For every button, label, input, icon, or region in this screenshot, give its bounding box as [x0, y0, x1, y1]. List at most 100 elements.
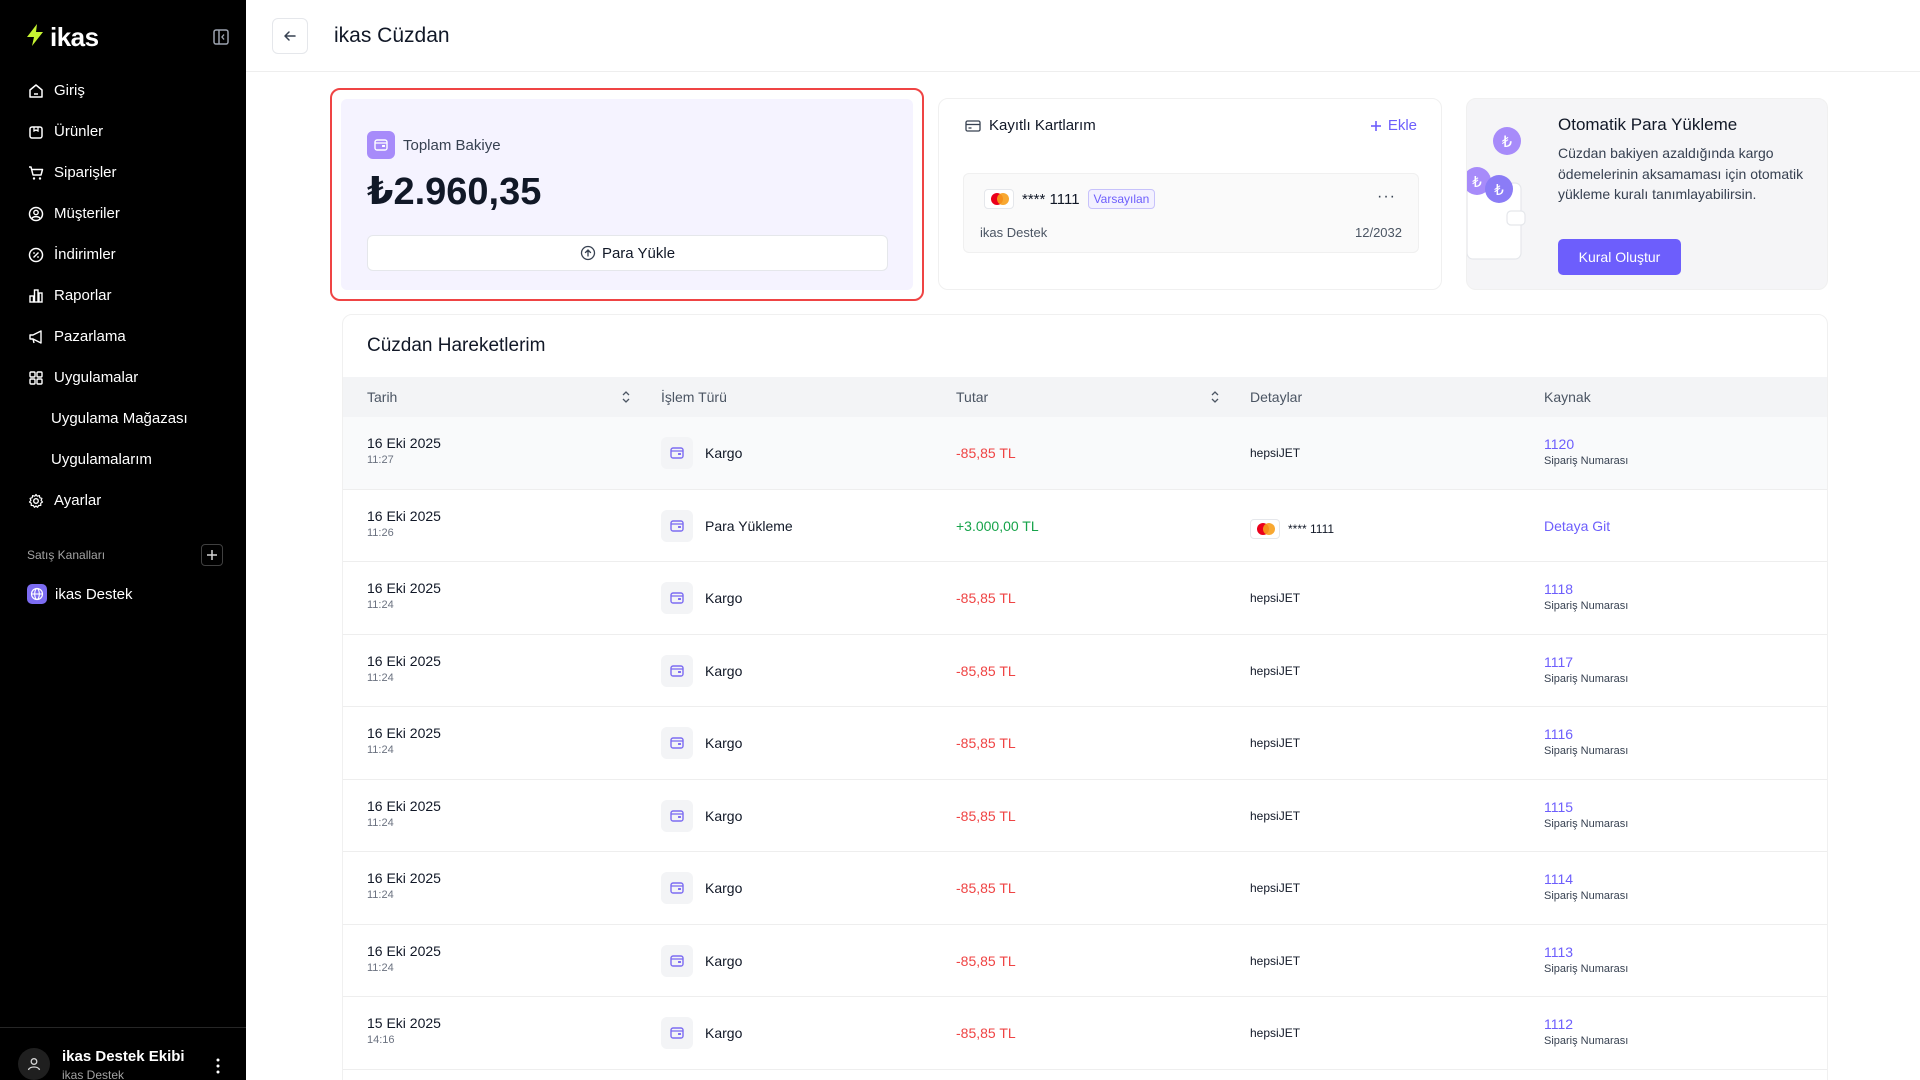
order-number-link[interactable]: 1116 [1544, 726, 1574, 742]
type-cell: Kargo [661, 799, 742, 832]
create-rule-button[interactable]: Kural Oluştur [1558, 239, 1681, 275]
column-header-source: Kaynak [1544, 389, 1591, 405]
add-channel-button[interactable] [201, 544, 223, 566]
sidebar-item-indirimler[interactable]: İndirimler [0, 234, 246, 275]
ikas-logo[interactable]: ikas [24, 22, 99, 53]
date-text: 16 Eki 2025 [367, 507, 441, 524]
wallet-coins-illustration: ₺ ₺ ₺ [1467, 127, 1526, 260]
sidebar-item-urunler[interactable]: Ürünler [0, 111, 246, 152]
avatar [18, 1048, 50, 1080]
more-vertical-icon[interactable] [216, 1058, 220, 1079]
saved-card[interactable]: **** 1111 Varsayılan ··· ikas Destek 12/… [963, 173, 1419, 253]
sidebar-item-siparisler[interactable]: Siparişler [0, 152, 246, 193]
card-more-button[interactable]: ··· [1377, 188, 1396, 205]
bolt-icon [24, 23, 46, 52]
table-row[interactable]: 16 Eki 2025 11:27 Kargo -85,85 TL hepsiJET 11… [343, 417, 1827, 490]
order-number-label: Sipariş Numarası [1544, 817, 1629, 830]
table-row[interactable]: 16 Eki 2025 11:24 Kargo -85,85 TL hepsiJET 11… [343, 925, 1827, 997]
time-text: 11:26 [367, 526, 394, 539]
sidebar-item-uygulamalar[interactable]: Uygulamalar [0, 357, 246, 398]
svg-text:₺: ₺ [1494, 181, 1504, 199]
megaphone-icon [28, 329, 44, 345]
sidebar-item-pazarlama[interactable]: Pazarlama [0, 316, 246, 357]
back-button[interactable] [272, 17, 308, 54]
table-row[interactable]: 16 Eki 2025 11:24 Kargo -85,85 TL hepsiJET 11… [343, 852, 1827, 925]
order-number-link[interactable]: 1113 [1544, 943, 1574, 960]
credit-card-icon [965, 119, 981, 132]
column-header-date[interactable]: Tarih [367, 389, 398, 405]
source-cell: 1117 Sipariş Numarası [1544, 654, 1628, 685]
chart-icon [28, 288, 44, 304]
page-title: ikas Cüzdan [334, 23, 450, 47]
mastercard-icon [1250, 518, 1280, 539]
order-number-label: Sipariş Numarası [1544, 890, 1629, 902]
sidebar-item-ayarlar[interactable]: Ayarlar [0, 480, 246, 521]
globe-icon [27, 584, 47, 604]
time-text: 11:27 [367, 454, 394, 466]
plus-icon [1370, 120, 1381, 131]
table-row[interactable]: 16 Eki 2025 11:24 Kargo -85,85 TL hepsiJET 11… [343, 635, 1827, 707]
sidebar-item-musteriler[interactable]: Müşteriler [0, 193, 246, 234]
sort-icon[interactable] [621, 390, 631, 409]
sidebar-item-uygulama-magazasi[interactable]: Uygulama Mağazası [0, 398, 246, 439]
add-card-label: Ekle [1387, 117, 1417, 134]
sidebar-item-label: Raporlar [54, 287, 112, 304]
home-icon [28, 83, 44, 99]
order-number-link[interactable]: 1118 [1544, 581, 1574, 597]
table-body: 16 Eki 2025 11:27 Kargo -85,85 TL hepsiJET 11… [343, 417, 1827, 1070]
arrow-left-icon [284, 30, 296, 41]
gear-icon [28, 493, 44, 509]
arrow-up-circle-icon [580, 245, 596, 261]
amount-cell: -85,85 TL [956, 662, 1016, 679]
detail-link[interactable]: Detaya Git [1544, 517, 1611, 534]
order-number-link[interactable]: 1120 [1544, 436, 1575, 452]
auto-reload-panel: ₺ ₺ ₺ Otomatik Para Yükleme Cüzdan bakiy… [1466, 98, 1828, 290]
time-text: 11:24 [367, 671, 394, 684]
logo-row: ikas [24, 22, 230, 52]
sales-channels-header: Satış Kanalları [27, 544, 223, 566]
sidebar-item-uygulamalarim[interactable]: Uygulamalarım [0, 439, 246, 480]
sidebar-item-giris[interactable]: Giriş [0, 70, 246, 111]
source-cell: 1112 Sipariş Numarası [1544, 1016, 1628, 1047]
load-money-button[interactable]: Para Yükle [367, 235, 888, 271]
sidebar-item-raporlar[interactable]: Raporlar [0, 275, 246, 316]
date-text: 16 Eki 2025 [367, 652, 441, 669]
user-store: ikas Destek [62, 1068, 125, 1080]
wallet-icon [661, 509, 693, 542]
balance-label: Toplam Bakiye [403, 136, 501, 154]
table-row[interactable]: 15 Eki 2025 14:16 Kargo -85,85 TL hepsiJET 11… [343, 997, 1827, 1070]
order-number-link[interactable]: 1115 [1544, 798, 1574, 815]
order-number-link[interactable]: 1117 [1544, 653, 1574, 670]
table-row[interactable]: 16 Eki 2025 11:24 Kargo -85,85 TL hepsiJET 11… [343, 780, 1827, 852]
channel-item-ikas-destek[interactable]: ikas Destek [27, 584, 133, 604]
column-header-amount[interactable]: Tutar [956, 389, 989, 405]
column-header-type: İşlem Türü [661, 389, 727, 405]
column-header-details: Detaylar [1250, 389, 1303, 405]
svg-text:₺: ₺ [1502, 132, 1512, 151]
add-card-button[interactable]: Ekle [1370, 117, 1417, 134]
type-cell: Para Yükleme [661, 509, 793, 542]
order-number-link[interactable]: 1112 [1544, 1016, 1574, 1032]
balance-label-row: Toplam Bakiye [367, 131, 501, 159]
table-row[interactable]: 16 Eki 2025 11:24 Kargo -85,85 TL hepsiJET 11… [343, 707, 1827, 780]
user-menu[interactable]: ikas Destek Ekibi ikas Destek [0, 1027, 246, 1080]
order-number-label: Sipariş Numarası [1544, 600, 1629, 612]
order-number-link[interactable]: 1114 [1544, 871, 1574, 887]
type-cell: Kargo [661, 872, 742, 904]
panel-collapse-icon [213, 29, 229, 45]
amount-cell: -85,85 TL [956, 952, 1016, 969]
table-row[interactable]: 16 Eki 2025 11:26 Para Yükleme +3.000,00 TL… [343, 490, 1827, 562]
order-number-label: Sipariş Numarası [1544, 672, 1629, 685]
date-cell: 15 Eki 2025 14:16 [367, 1015, 441, 1046]
date-cell: 16 Eki 2025 11:26 [367, 508, 441, 539]
date-cell: 16 Eki 2025 11:24 [367, 653, 441, 684]
sidebar-collapse-button[interactable] [212, 28, 230, 46]
sort-icon[interactable] [1210, 390, 1220, 409]
detail-cell: hepsiJET [1250, 1026, 1301, 1040]
table-row[interactable]: 16 Eki 2025 11:24 Kargo -85,85 TL hepsiJET 11… [343, 562, 1827, 635]
time-text: 14:16 [367, 1034, 395, 1046]
saved-cards-title: Kayıtlı Kartlarım [989, 117, 1096, 134]
type-label: Kargo [705, 445, 743, 461]
sidebar-item-label: Müşteriler [54, 205, 120, 222]
order-number-label: Sipariş Numarası [1544, 962, 1629, 975]
